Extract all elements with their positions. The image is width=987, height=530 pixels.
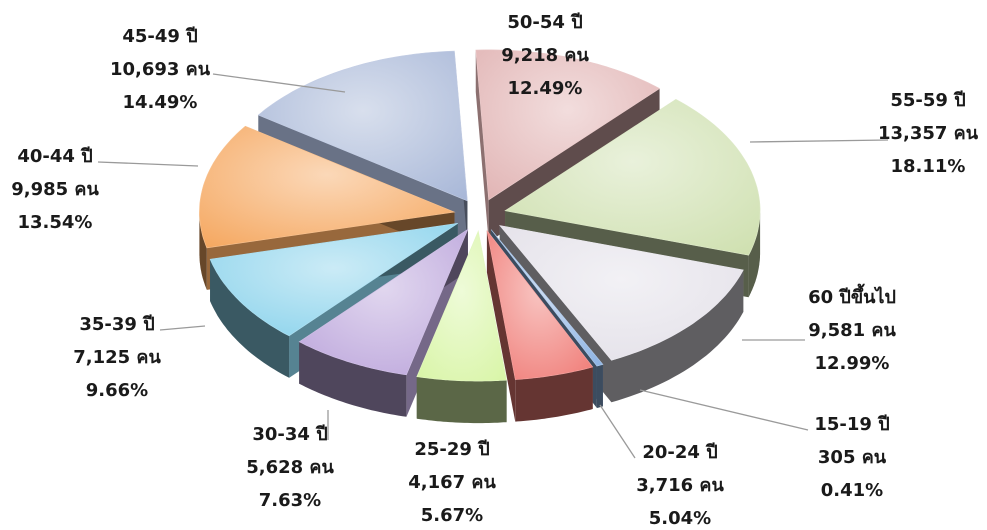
leader-line-45-49 [212, 73, 346, 93]
pie-slice-20-24 [486, 230, 594, 422]
slice-label-25-29: 25-29 ปี 4,167 คน 5.67% [408, 439, 496, 526]
slice-label-30-34: 30-34 ปี 5,628 คน 7.63% [246, 424, 334, 511]
leader-line-15-19 [639, 389, 809, 431]
pie-slices [199, 49, 761, 424]
slice-label-45-49: 45-49 ปี 10,693 คน 14.49% [110, 26, 211, 113]
pie-slice-25-29 [416, 230, 507, 424]
slice-label-15-19: 15-19 ปี 305 คน 0.41% [814, 414, 889, 501]
leader-line-20-24 [599, 404, 636, 459]
slice-label-60-plus: 60 ปีขึ้นไป 9,581 คน 12.99% [808, 283, 896, 374]
leader-line-55-59 [749, 139, 889, 143]
leader-lines [97, 73, 889, 459]
slice-label-40-44: 40-44 ปี 9,985 คน 13.54% [11, 146, 99, 233]
leader-line-35-39 [159, 325, 206, 331]
slice-label-55-59: 55-59 ปี 13,357 คน 18.11% [878, 90, 979, 177]
slice-label-20-24: 20-24 ปี 3,716 คน 5.04% [636, 442, 724, 529]
leader-line-40-44 [97, 161, 199, 167]
slice-labels: 15-19 ปี 305 คน 0.41% 20-24 ปี 3,716 คน 5.04%… [11, 12, 979, 529]
slice-label-35-39: 35-39 ปี 7,125 คน 9.66% [73, 314, 161, 401]
slice-label-50-54: 50-54 ปี 9,218 คน 12.49% [501, 12, 589, 99]
